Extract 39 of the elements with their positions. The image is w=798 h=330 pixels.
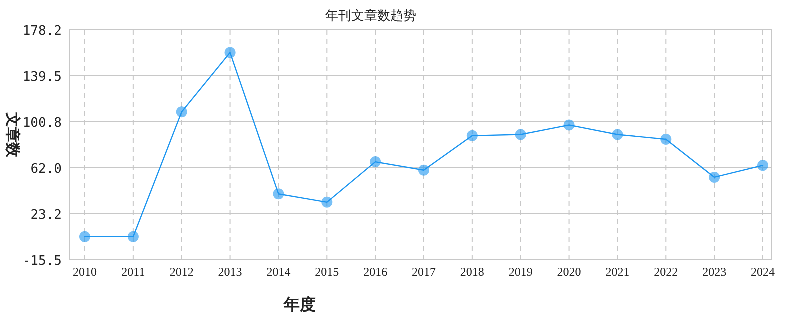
y-tick-label: 139.5 — [22, 70, 62, 85]
y-tick-label: 62.0 — [30, 162, 62, 177]
x-tick-label: 2019 — [508, 265, 533, 279]
x-tick-label: 2017 — [412, 265, 436, 279]
x-tick-label: 2015 — [315, 265, 340, 279]
x-tick-label: 2010 — [73, 265, 97, 279]
x-tick-label: 2024 — [751, 265, 775, 279]
point — [418, 164, 430, 176]
x-tick-label: 2012 — [170, 265, 194, 279]
y-tick-label: -15.5 — [22, 254, 62, 269]
x-axis-title: 年度 — [283, 295, 316, 314]
point — [128, 231, 139, 242]
y-tick-label: 100.8 — [22, 116, 62, 131]
x-tick-label: 2013 — [218, 265, 242, 279]
point — [80, 231, 90, 242]
x-tick-label: 2020 — [557, 265, 582, 279]
x-tick-label: 2021 — [606, 265, 630, 279]
x-tick-label: 2022 — [654, 265, 678, 279]
point — [322, 196, 333, 208]
point — [515, 129, 526, 140]
point — [612, 129, 624, 140]
point — [176, 106, 188, 118]
point — [660, 134, 672, 145]
point — [709, 172, 720, 183]
point — [564, 120, 575, 131]
y-axis-title: 文章数 — [4, 112, 22, 158]
point — [224, 47, 236, 58]
x-tick-label: 2016 — [364, 265, 388, 279]
x-tick-label: 2011 — [122, 265, 146, 279]
point — [370, 156, 382, 168]
point — [466, 130, 478, 142]
y-tick-label: 178.2 — [22, 24, 62, 39]
chart-title: 年刊文章数趋势 — [326, 9, 416, 24]
point — [758, 160, 768, 172]
point — [273, 188, 284, 200]
x-tick-label: 2023 — [702, 265, 727, 279]
x-tick-label: 2014 — [266, 265, 291, 279]
x-tick-label: 2018 — [460, 265, 484, 279]
y-tick-label: 23.2 — [30, 208, 62, 224]
